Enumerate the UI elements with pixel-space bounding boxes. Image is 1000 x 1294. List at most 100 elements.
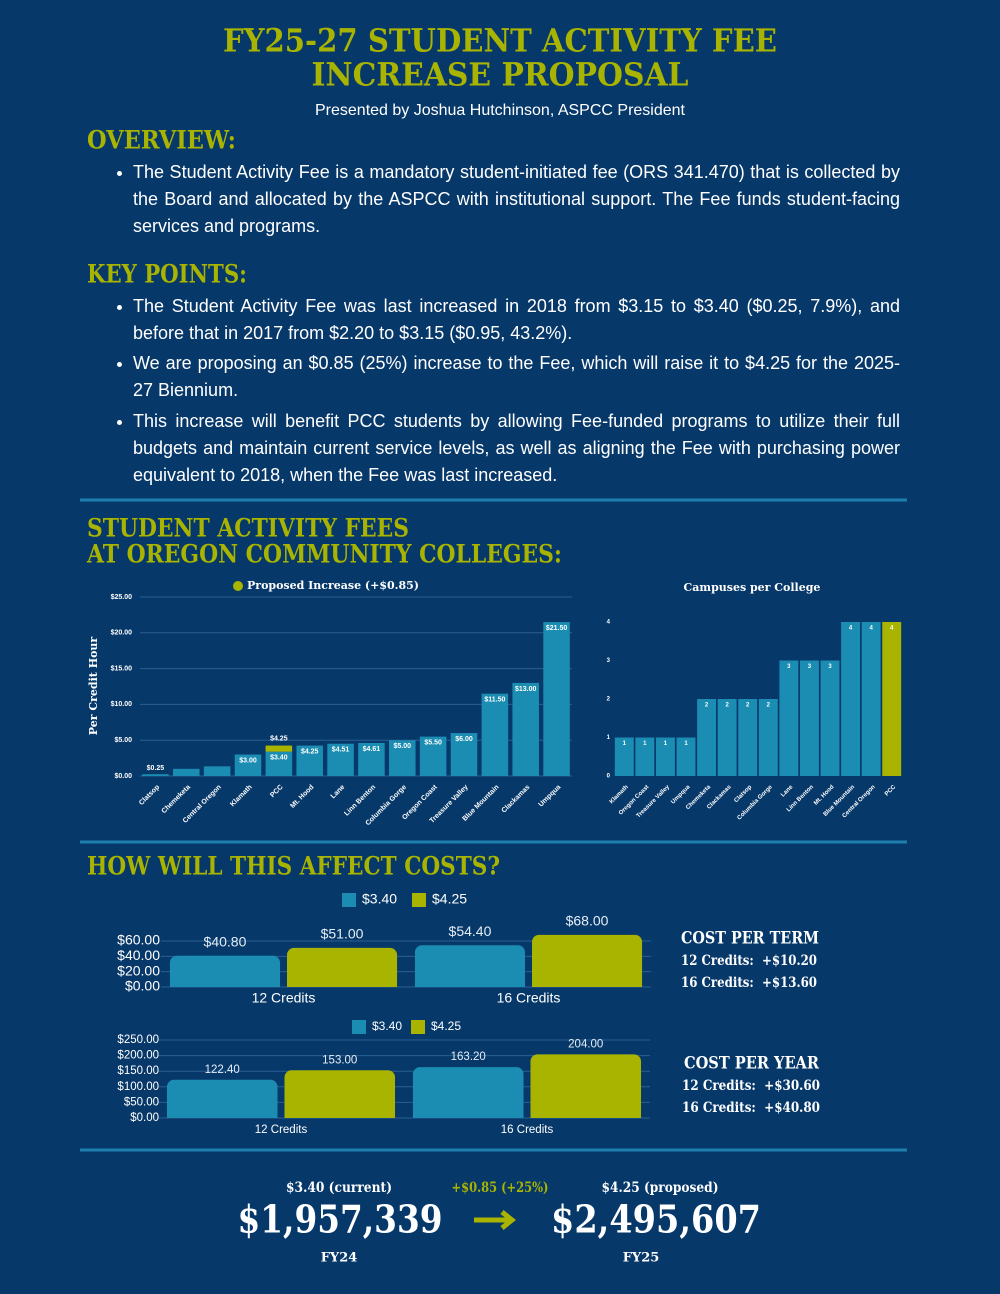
legend-marker (233, 581, 243, 591)
value-label: $0.25 (147, 765, 165, 772)
x-tick-label: Linn Benton (343, 784, 377, 818)
y-tick-label: $40.00 (117, 947, 160, 963)
value-label: $6.00 (455, 736, 473, 743)
section-heading: OVERVIEW: (87, 126, 236, 155)
bar-base (284, 1111, 396, 1118)
legend-label: Proposed Increase (+$0.85) (247, 579, 419, 592)
bar (234, 754, 262, 776)
value-label: $5.50 (424, 739, 442, 746)
y-tick-label: $100.00 (117, 1081, 159, 1093)
x-tick-label: Clackamas (501, 784, 532, 815)
proposed-rate: $4.25 (proposed) (602, 1180, 719, 1196)
overview-bullet: The Student Activity Fee is a mandatory … (117, 159, 900, 240)
bar (543, 622, 570, 776)
value-label: 163.20 (451, 1051, 486, 1063)
value-label: $21.50 (546, 625, 568, 632)
cost-heading: COST PER TERM (681, 929, 819, 949)
y-axis-label: Per Credit Hour (87, 637, 100, 736)
value-label: 4 (890, 626, 894, 632)
value-label: $51.00 (321, 926, 364, 942)
bar (758, 699, 778, 776)
y-tick-label: $20.00 (111, 630, 133, 637)
bar (284, 1070, 396, 1118)
value-label: $54.40 (449, 923, 492, 939)
bar (512, 682, 539, 776)
bar (861, 622, 881, 776)
legend-label: $3.40 (372, 1019, 402, 1033)
fy25-amount: $2,495,607 (551, 1197, 761, 1242)
y-tick-label: $5.00 (114, 737, 132, 744)
value-label: 4 (849, 626, 853, 632)
bar (779, 660, 799, 776)
value-label: 1 (664, 741, 668, 747)
y-tick-label: $10.00 (111, 701, 133, 708)
value-label: 3 (808, 664, 812, 670)
x-tick-label: Klamath (609, 784, 630, 805)
y-tick-label: 3 (607, 658, 611, 664)
bar (265, 745, 293, 752)
value-label: $4.25 (301, 748, 319, 755)
value-label: 3 (828, 664, 832, 670)
value-label: 4 (869, 626, 873, 632)
y-tick-label: $0.00 (114, 773, 132, 780)
bar (614, 737, 634, 776)
y-tick-label: $0.00 (130, 1112, 159, 1124)
bar-base (532, 980, 643, 987)
y-tick-label: $15.00 (111, 665, 133, 672)
y-tick-label: 1 (607, 735, 611, 741)
title-line: INCREASE PROPOSAL (312, 56, 689, 94)
x-tick-label: Umpqua (538, 784, 563, 809)
bar (820, 660, 840, 776)
value-label: 3 (787, 664, 791, 670)
bar (169, 955, 280, 987)
legend-label: $3.40 (362, 891, 397, 907)
x-tick-label: 12 Credits (252, 990, 316, 1006)
cost-heading: COST PER YEAR (684, 1054, 820, 1074)
bar-base (287, 980, 398, 987)
value-label: 2 (746, 703, 750, 709)
legend-marker (412, 893, 426, 907)
bar (203, 766, 231, 776)
section-heading: KEY POINTS: (87, 260, 247, 289)
value-label: $11.50 (484, 697, 505, 704)
bar (142, 774, 169, 776)
bar (327, 743, 354, 776)
value-label: 2 (767, 703, 771, 709)
legend-marker (411, 1020, 425, 1034)
value-label: $3.00 (239, 757, 257, 764)
x-tick-label: Klamath (229, 784, 253, 808)
bar (676, 737, 696, 776)
value-label: $4.51 (332, 747, 350, 754)
value-label: 2 (725, 703, 729, 709)
value-label: 2 (705, 703, 709, 709)
bar (717, 699, 737, 776)
y-tick-label: $0.00 (125, 978, 160, 994)
bar (287, 947, 398, 987)
y-tick-label: 0 (607, 774, 611, 780)
arrow (474, 1210, 517, 1230)
cost-line: 16 Credits: +$13.60 (681, 975, 817, 991)
legend-label: $4.25 (431, 1019, 461, 1033)
value-label: $4.61 (363, 746, 381, 753)
bar (481, 693, 509, 776)
value-label: 1 (643, 741, 647, 747)
y-tick-label: $20.00 (117, 962, 160, 978)
x-tick-label: Chemeketa (161, 784, 192, 815)
section-heading: HOW WILL THIS AFFECT COSTS? (87, 852, 500, 881)
chart-title: Campuses per College (684, 581, 821, 594)
bar-base (169, 980, 280, 987)
bar-base (530, 1111, 642, 1118)
subtitle: Presented by Joshua Hutchinson, ASPCC Pr… (315, 102, 686, 119)
y-tick-label: $200.00 (117, 1050, 159, 1062)
legend-marker (352, 1020, 366, 1034)
y-tick-label: 4 (607, 620, 611, 626)
cost-line: 16 Credits: +$40.80 (682, 1100, 820, 1116)
bar (697, 699, 717, 776)
y-tick-label: $150.00 (117, 1065, 159, 1077)
bar (882, 622, 902, 776)
bar (799, 660, 819, 776)
value-label: $40.80 (204, 933, 247, 949)
bar (358, 742, 385, 776)
